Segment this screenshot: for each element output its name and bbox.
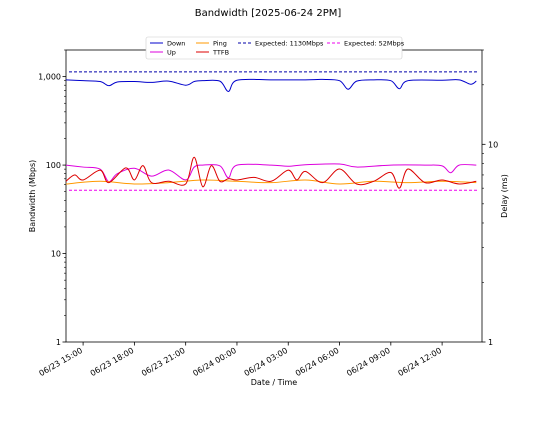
y-ticks-left: 1 10 100 1,000 <box>38 49 66 347</box>
y-tick-label-left: 1,000 <box>38 73 61 82</box>
plot-area <box>65 49 483 343</box>
x-tick-label: 06/24 09:00 <box>345 346 392 378</box>
y-ticks-right: 1 10 <box>482 49 498 347</box>
series-layer <box>65 71 479 191</box>
x-tick-label: 06/24 03:00 <box>243 346 290 378</box>
y-tick-label-left: 10 <box>51 250 61 259</box>
legend-label: TTFB <box>212 48 229 56</box>
legend-label: Ping <box>213 39 227 47</box>
series-line-up <box>65 163 477 183</box>
x-axis-label: Date / Time <box>251 378 298 387</box>
legend-label: Up <box>167 48 176 56</box>
x-tick-label: 06/24 06:00 <box>294 346 341 378</box>
series-line-ping <box>65 179 477 185</box>
series-line-ttfb <box>65 156 477 189</box>
legend-label: Expected: 1130Mbps <box>255 39 324 47</box>
legend-label: Down <box>167 39 185 47</box>
x-tick-label: 06/24 00:00 <box>191 346 238 378</box>
plot-frame <box>65 49 483 343</box>
legend-label: Expected: 52Mbps <box>344 39 405 47</box>
x-ticks: 06/23 15:00 06/23 18:00 06/23 21:00 06/24 0… <box>37 342 443 378</box>
y-tick-label-right: 1 <box>488 338 493 347</box>
x-tick-label: 06/23 18:00 <box>89 346 136 378</box>
chart-title: Bandwidth [2025-06-24 2PM] <box>195 8 342 19</box>
y-tick-label-left: 100 <box>46 161 61 170</box>
y-axis-label-left: Bandwidth (Mbps) <box>28 160 37 233</box>
y-tick-label-left: 1 <box>56 338 61 347</box>
x-tick-label: 06/23 15:00 <box>37 346 84 378</box>
y-tick-label-right: 10 <box>488 140 498 149</box>
y-axis-label-right: Delay (ms) <box>500 174 509 218</box>
series-line-down <box>65 78 477 92</box>
x-tick-label: 06/23 21:00 <box>140 346 187 378</box>
x-tick-label: 06/24 12:00 <box>396 346 443 378</box>
